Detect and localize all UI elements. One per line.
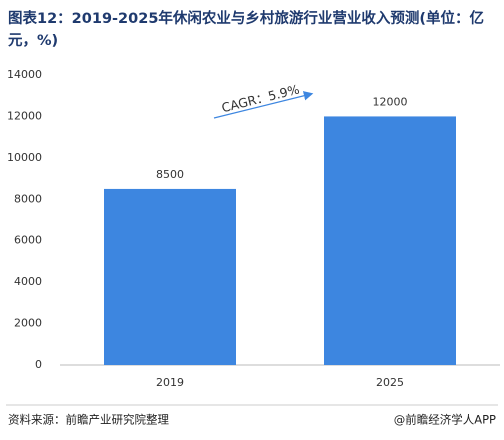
bar bbox=[324, 116, 456, 365]
y-tick-label: 6000 bbox=[14, 234, 42, 247]
annotation: CAGR：5.9% bbox=[220, 81, 301, 115]
chart-title: 图表12：2019-2025年休闲农业与乡村旅游行业营业收入预测(单位：亿元，%… bbox=[8, 11, 485, 49]
y-tick-label: 2000 bbox=[14, 317, 42, 330]
x-tick-label: 2019 bbox=[156, 376, 184, 389]
y-tick-label: 10000 bbox=[7, 151, 42, 164]
x-tick-label: 2025 bbox=[376, 376, 404, 389]
data-label: 12000 bbox=[373, 95, 408, 108]
source: 资料来源：前瞻产业研究院整理 bbox=[8, 413, 169, 427]
cagr-arrow bbox=[213, 91, 314, 119]
y-tick-label: 0 bbox=[35, 358, 42, 371]
credit: @前瞻经济学人APP bbox=[394, 413, 496, 427]
y-tick-label: 14000 bbox=[7, 68, 42, 81]
data-label: 8500 bbox=[156, 168, 184, 181]
y-tick-label: 4000 bbox=[14, 275, 42, 288]
y-tick-label: 12000 bbox=[7, 109, 42, 122]
y-tick-label: 8000 bbox=[14, 192, 42, 205]
bar bbox=[104, 188, 236, 365]
